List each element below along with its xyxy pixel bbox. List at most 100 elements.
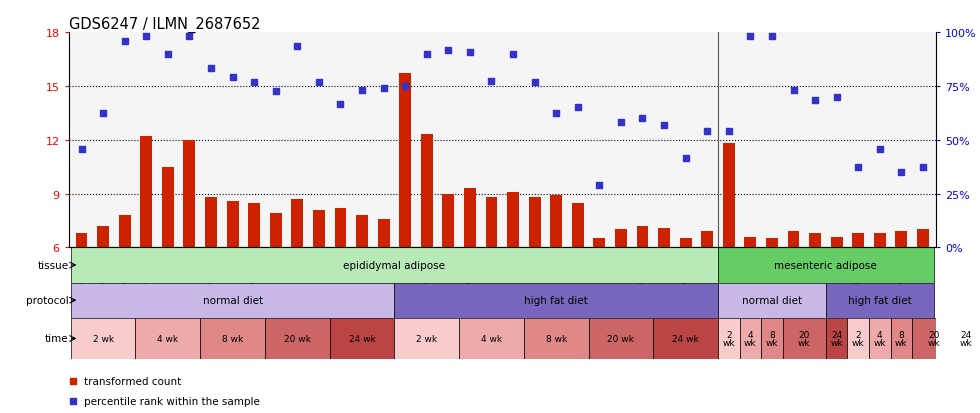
FancyBboxPatch shape (718, 283, 826, 318)
Point (570, 105, 586, 112)
Bar (571, 203, 584, 248)
Point (160, 51, 175, 58)
Bar (659, 228, 670, 248)
Bar (723, 144, 735, 248)
Point (534, 272, 550, 279)
Bar (853, 233, 864, 248)
Point (311, 80, 326, 86)
Bar (485, 198, 498, 248)
Bar (226, 201, 238, 248)
Point (268, 89, 283, 95)
Text: 20
wk: 20 wk (798, 330, 810, 347)
Text: 2
wk: 2 wk (722, 330, 735, 347)
Point (678, 155, 694, 161)
Bar (140, 137, 152, 248)
Text: protocol: protocol (25, 295, 69, 306)
Bar (291, 199, 303, 248)
Bar (896, 232, 907, 248)
FancyBboxPatch shape (783, 318, 826, 359)
FancyBboxPatch shape (891, 318, 912, 359)
Text: high fat diet: high fat diet (524, 295, 588, 306)
Bar (399, 74, 411, 248)
Point (527, 80, 543, 86)
FancyBboxPatch shape (329, 318, 394, 359)
Bar (831, 237, 843, 248)
FancyBboxPatch shape (135, 318, 200, 359)
FancyBboxPatch shape (826, 318, 848, 359)
FancyBboxPatch shape (956, 318, 977, 359)
Point (246, 80, 262, 86)
Point (74, 146, 89, 153)
Point (506, 51, 521, 58)
Text: 4 wk: 4 wk (157, 334, 178, 343)
Point (534, 92, 550, 99)
FancyBboxPatch shape (71, 318, 135, 359)
FancyBboxPatch shape (71, 283, 394, 318)
Point (224, 74, 240, 81)
Text: 8 wk: 8 wk (221, 334, 243, 343)
Point (786, 87, 802, 94)
Point (764, 33, 780, 40)
Point (721, 128, 737, 135)
Point (657, 123, 672, 129)
Bar (162, 167, 173, 248)
Point (549, 110, 564, 117)
Point (181, 33, 197, 40)
Bar (788, 232, 800, 248)
Bar (248, 203, 260, 248)
Point (375, 85, 391, 92)
Text: percentile rank within the sample: percentile rank within the sample (84, 396, 260, 406)
Text: 24 wk: 24 wk (672, 334, 699, 343)
Bar (356, 216, 368, 248)
Point (872, 146, 888, 153)
Text: normal diet: normal diet (203, 295, 263, 306)
Text: GDS6247 / ILMN_2687652: GDS6247 / ILMN_2687652 (69, 17, 260, 33)
Text: time: time (45, 334, 69, 344)
Bar (75, 233, 87, 248)
Bar (550, 196, 563, 248)
Text: 24
wk: 24 wk (959, 330, 972, 347)
Text: 8
wk: 8 wk (765, 330, 778, 347)
Point (613, 119, 629, 126)
FancyBboxPatch shape (912, 318, 955, 359)
FancyBboxPatch shape (200, 318, 265, 359)
Text: 8
wk: 8 wk (895, 330, 907, 347)
Bar (334, 209, 346, 248)
Text: 2 wk: 2 wk (92, 334, 114, 343)
Bar (270, 214, 281, 248)
Text: 24 wk: 24 wk (349, 334, 375, 343)
Point (95, 110, 111, 117)
Bar (377, 219, 389, 248)
Point (483, 78, 499, 85)
Bar (680, 239, 692, 248)
Bar (702, 232, 713, 248)
Text: mesenteric adipose: mesenteric adipose (774, 260, 877, 271)
Point (915, 164, 931, 171)
Point (894, 169, 909, 176)
Bar (637, 226, 649, 248)
Bar (528, 198, 541, 248)
Text: normal diet: normal diet (742, 295, 802, 306)
FancyBboxPatch shape (654, 318, 718, 359)
FancyBboxPatch shape (265, 318, 329, 359)
Point (138, 33, 154, 40)
FancyBboxPatch shape (394, 318, 459, 359)
FancyBboxPatch shape (761, 318, 783, 359)
Point (743, 33, 759, 40)
Point (851, 164, 866, 171)
Text: 4
wk: 4 wk (873, 330, 886, 347)
FancyBboxPatch shape (740, 318, 761, 359)
Bar (420, 135, 433, 248)
Text: 4 wk: 4 wk (481, 334, 502, 343)
Point (397, 83, 413, 90)
Point (440, 47, 456, 54)
Text: 2
wk: 2 wk (852, 330, 864, 347)
FancyBboxPatch shape (718, 318, 740, 359)
Text: 20 wk: 20 wk (608, 334, 634, 343)
Point (462, 50, 477, 56)
FancyBboxPatch shape (848, 318, 869, 359)
FancyBboxPatch shape (524, 318, 589, 359)
Text: 4
wk: 4 wk (744, 330, 757, 347)
Point (592, 182, 608, 188)
Text: 8 wk: 8 wk (546, 334, 566, 343)
